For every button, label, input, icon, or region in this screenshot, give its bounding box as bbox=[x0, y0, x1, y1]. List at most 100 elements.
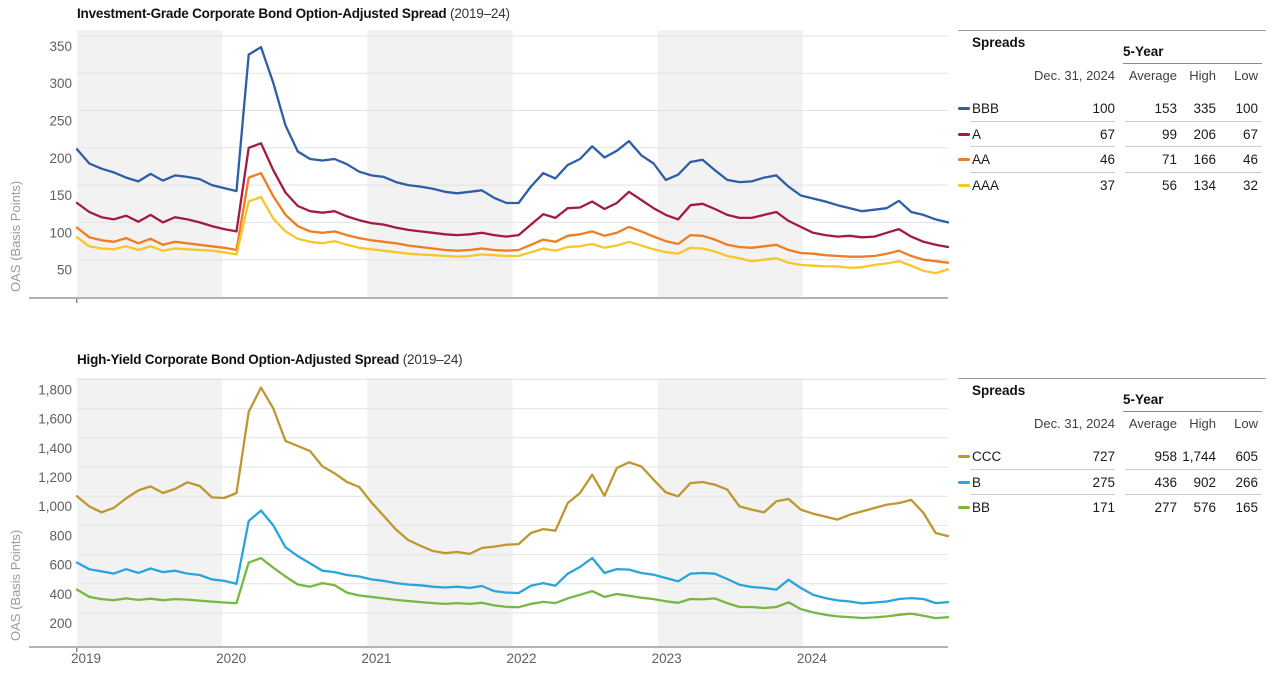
row-divider bbox=[970, 494, 1115, 495]
row-label: CCC bbox=[972, 449, 1002, 465]
row-divider bbox=[1125, 120, 1262, 122]
table-row-ccc: CCC 727 958 1,744 605 bbox=[958, 444, 1262, 470]
date-column-header: Dec. 31, 2024 bbox=[1034, 67, 1115, 83]
series-line-AAA bbox=[75, 195, 950, 275]
row-divider bbox=[970, 146, 1115, 147]
table-row-aaa: AAA 37 56 134 32 bbox=[958, 173, 1258, 199]
row-divider bbox=[970, 120, 1115, 122]
row-current-value: 46 bbox=[1099, 152, 1115, 168]
row-low-value: 46 bbox=[1242, 152, 1258, 168]
row-low-value: 165 bbox=[1235, 500, 1258, 516]
row-current-value: 37 bbox=[1099, 177, 1115, 193]
ccc-series-color-swatch bbox=[958, 455, 970, 459]
y-tick-label: 250 bbox=[49, 114, 72, 129]
spreads-table-title: Spreads bbox=[972, 35, 1026, 50]
row-average-value: 99 bbox=[1161, 126, 1177, 142]
x-year-label: 2022 bbox=[507, 651, 537, 666]
row-average-value: 436 bbox=[1154, 474, 1177, 490]
x-year-label: 2020 bbox=[216, 651, 246, 666]
row-average-value: 958 bbox=[1154, 449, 1177, 465]
x-year-label: 2023 bbox=[652, 651, 682, 666]
average-column-header: Average bbox=[1128, 67, 1177, 83]
series-line-BBB bbox=[75, 45, 950, 224]
high-column-header: High bbox=[1189, 67, 1216, 83]
row-label: A bbox=[972, 126, 982, 142]
five-year-group-header: 5-Year bbox=[1123, 44, 1262, 64]
hy-spreads-table: Spreads 5-Year Dec. 31, 2024 Average Hig… bbox=[958, 378, 1266, 588]
x-axis-tick bbox=[76, 648, 78, 652]
y-tick-label: 800 bbox=[49, 528, 72, 543]
row-average-value: 153 bbox=[1154, 101, 1177, 117]
y-tick-label: 1,000 bbox=[38, 499, 72, 514]
table-row-b: B 275 436 902 266 bbox=[958, 470, 1262, 495]
table-rows: CCC 727 958 1,744 605 B 275 436 902 266 … bbox=[958, 444, 1262, 521]
y-tick-label: 1,800 bbox=[38, 382, 72, 397]
low-column-header: Low bbox=[1234, 67, 1258, 83]
row-label: AAA bbox=[972, 177, 1000, 193]
row-high-value: 576 bbox=[1193, 500, 1216, 516]
row-divider bbox=[970, 171, 1115, 173]
five-year-group-header: 5-Year bbox=[1123, 392, 1262, 412]
series-line-AA bbox=[75, 172, 950, 264]
row-low-value: 100 bbox=[1235, 101, 1258, 117]
row-low-value: 67 bbox=[1242, 126, 1258, 142]
series-line-A bbox=[75, 142, 950, 249]
row-average-value: 56 bbox=[1161, 177, 1177, 193]
row-high-value: 1,744 bbox=[1182, 449, 1216, 465]
y-axis-title: OAS (Basis Points) bbox=[8, 181, 23, 292]
table-row-aa: AA 46 71 166 46 bbox=[958, 147, 1262, 173]
row-high-value: 134 bbox=[1193, 177, 1216, 193]
spreads-table-title: Spreads bbox=[972, 383, 1026, 398]
table-column-headers: Dec. 31, 2024 Average High Low bbox=[958, 412, 1258, 434]
series-line-B bbox=[75, 509, 950, 605]
date-column-header: Dec. 31, 2024 bbox=[1034, 415, 1115, 431]
table-column-headers: Dec. 31, 2024 Average High Low bbox=[958, 64, 1258, 86]
average-column-header: Average bbox=[1128, 415, 1177, 431]
row-divider bbox=[1125, 146, 1262, 147]
row-current-value: 171 bbox=[1092, 500, 1115, 516]
row-divider bbox=[1125, 171, 1262, 173]
x-axis-tick bbox=[76, 299, 78, 303]
y-tick-label: 200 bbox=[49, 151, 72, 166]
table-rows: BBB 100 153 335 100 A 67 99 206 67 AA 46 bbox=[958, 96, 1262, 199]
row-low-value: 605 bbox=[1235, 449, 1258, 465]
series-line-BB bbox=[75, 556, 950, 620]
y-tick-label: 1,600 bbox=[38, 412, 72, 427]
row-low-value: 32 bbox=[1242, 177, 1258, 193]
row-label: AA bbox=[972, 152, 991, 168]
hy-chart-title-range: (2019–24) bbox=[402, 352, 463, 367]
y-tick-label: 1,400 bbox=[38, 441, 72, 456]
y-tick-label: 400 bbox=[49, 587, 72, 602]
y-tick-label: 100 bbox=[49, 225, 72, 240]
row-current-value: 67 bbox=[1099, 126, 1115, 142]
table-row-a: A 67 99 206 67 bbox=[958, 122, 1262, 147]
y-tick-label: 200 bbox=[49, 616, 72, 631]
row-high-value: 335 bbox=[1193, 101, 1216, 117]
y-tick-label: 300 bbox=[49, 76, 72, 91]
y-tick-label: 150 bbox=[49, 188, 72, 203]
row-high-value: 902 bbox=[1193, 474, 1216, 490]
row-divider bbox=[1125, 494, 1262, 495]
hy-chart-title: High-Yield Corporate Bond Option-Adjuste… bbox=[77, 352, 463, 367]
aa-series-color-swatch bbox=[958, 158, 970, 162]
ig-spreads-table: Spreads 5-Year Dec. 31, 2024 Average Hig… bbox=[958, 30, 1266, 240]
row-label: BBB bbox=[972, 101, 1000, 117]
year-band-2019 bbox=[77, 30, 223, 297]
y-tick-label: 50 bbox=[57, 263, 72, 278]
x-axis-line bbox=[29, 646, 948, 648]
row-divider bbox=[970, 468, 1115, 470]
x-year-label: 2019 bbox=[71, 651, 101, 666]
y-axis-title: OAS (Basis Points) bbox=[8, 530, 23, 641]
ig-chart-title-range: (2019–24) bbox=[450, 6, 510, 21]
ig-chart-title-text: Investment-Grade Corporate Bond Option-A… bbox=[77, 6, 447, 21]
row-label: BB bbox=[972, 500, 991, 516]
y-tick-label: 350 bbox=[49, 39, 72, 54]
a-series-color-swatch bbox=[958, 132, 970, 136]
b-series-color-swatch bbox=[958, 480, 970, 484]
year-band-2021 bbox=[367, 378, 513, 646]
series-line-CCC bbox=[75, 386, 950, 556]
row-label: B bbox=[972, 474, 982, 490]
row-average-value: 71 bbox=[1161, 152, 1177, 168]
